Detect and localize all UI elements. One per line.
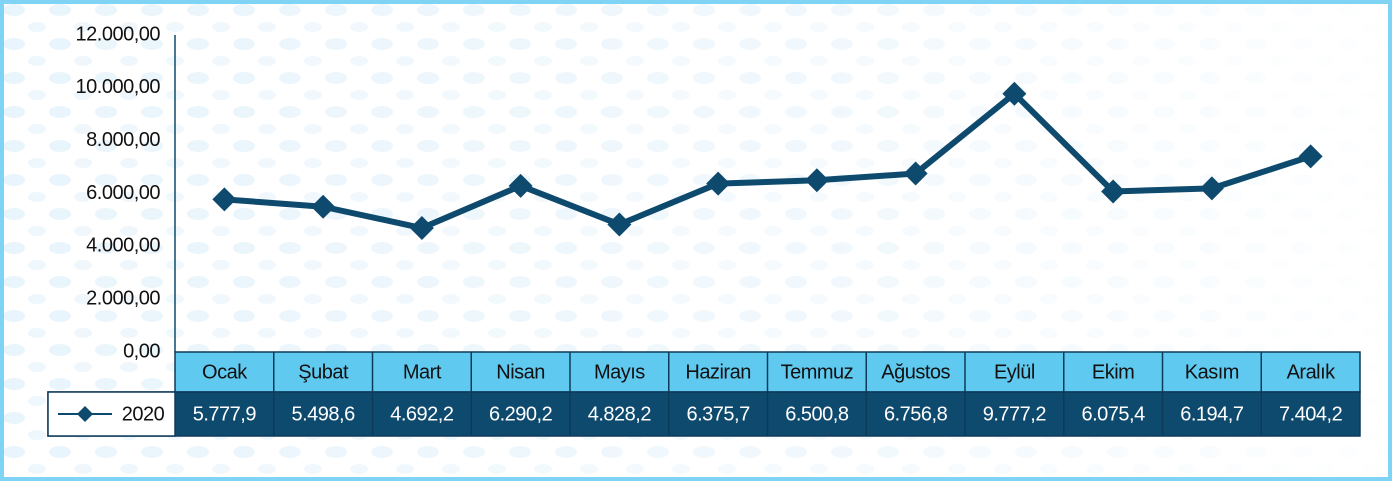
data-point [1002, 81, 1027, 106]
table-row-bg [47, 391, 1361, 437]
x-tick-label: Mart [403, 361, 442, 383]
data-label: 6.500,8 [785, 403, 849, 425]
data-point [508, 173, 533, 198]
x-tick-label: Temmuz [781, 361, 854, 383]
x-tick-label: Ekim [1092, 361, 1134, 383]
data-point [212, 187, 237, 212]
data-point [706, 171, 731, 196]
data-point [311, 194, 336, 219]
data-label: 6.756,8 [884, 403, 948, 425]
x-tick-label: Nisan [496, 361, 545, 383]
x-tick-label: Ağustos [881, 361, 950, 383]
data-label: 5.777,9 [193, 403, 257, 425]
legend-label: 2020 [122, 403, 165, 425]
data-label: 4.692,2 [390, 403, 454, 425]
data-label: 6.375,7 [687, 403, 751, 425]
y-tick-label: 4.000,00 [86, 235, 160, 257]
x-tick-label: Ocak [202, 361, 248, 383]
data-point [903, 161, 928, 186]
data-label: 5.498,6 [292, 403, 356, 425]
data-point [409, 216, 434, 241]
data-label: 6.194,7 [1180, 403, 1244, 425]
series-line [224, 90, 1312, 232]
legend-marker [77, 406, 93, 422]
data-point [1199, 176, 1224, 201]
x-tick-label: Eylül [994, 361, 1035, 383]
x-tick-label: Mayıs [594, 361, 645, 383]
data-label: 9.777,2 [983, 403, 1047, 425]
data-label: 7.404,2 [1279, 403, 1343, 425]
data-point [1298, 144, 1323, 169]
x-tick-label: Aralık [1287, 361, 1337, 383]
y-tick-label: 10.000,00 [76, 76, 161, 98]
y-tick-label: 12.000,00 [76, 23, 161, 45]
data-point [1101, 179, 1126, 204]
x-tick-label: Kasım [1185, 361, 1239, 383]
y-tick-label: 8.000,00 [86, 129, 160, 151]
data-point [607, 212, 632, 237]
data-label: 6.075,4 [1082, 403, 1146, 425]
y-tick-label: 6.000,00 [86, 182, 160, 204]
x-tick-label: Şubat [298, 361, 349, 383]
data-point [804, 168, 829, 193]
data-label: 4.828,2 [588, 403, 652, 425]
x-tick-label: Haziran [685, 361, 750, 383]
y-tick-label: 2.000,00 [86, 287, 160, 309]
y-tick-label: 0,00 [123, 340, 160, 362]
data-label: 6.290,2 [489, 403, 553, 425]
